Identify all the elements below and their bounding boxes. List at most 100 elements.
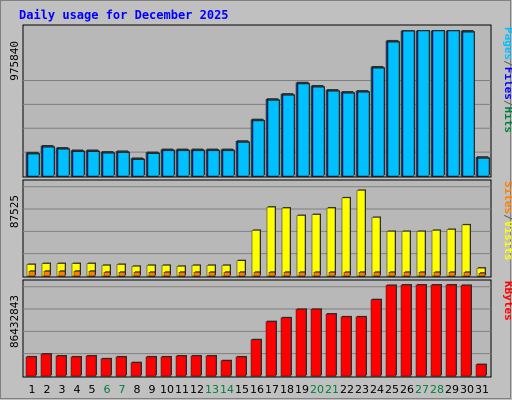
- visits-bar-sites-1: [28, 271, 36, 277]
- kbytes-bar-kbytes-30: [460, 285, 472, 377]
- kbytes-bar-kbytes-5: [85, 355, 97, 377]
- hits-bar-pages-6: [102, 153, 115, 177]
- hits-bar-pages-4: [72, 151, 85, 177]
- kbytes-bar-kbytes-18: [280, 317, 292, 377]
- visits-bar-sites-11: [178, 272, 186, 277]
- visits-bar-sites-21: [328, 272, 336, 277]
- day-label-2: 2: [44, 383, 51, 396]
- day-label-31: 31: [475, 383, 489, 396]
- day-label-22: 22: [340, 383, 354, 396]
- visits-bar-visits-24: [371, 217, 381, 277]
- visits-bar-visits-25: [386, 231, 396, 277]
- hits-bar-pages-19: [297, 83, 310, 177]
- kbytes-bar-kbytes-12: [190, 355, 202, 377]
- visits-bar-sites-19: [298, 272, 306, 277]
- visits-bar-sites-15: [238, 272, 246, 277]
- day-label-10: 10: [160, 383, 174, 396]
- visits-bar-sites-8: [133, 272, 141, 277]
- visits-bar-sites-27: [418, 272, 426, 277]
- kbytes-bar-kbytes-21: [325, 313, 337, 377]
- visits-bar-sites-23: [358, 272, 366, 277]
- day-label-9: 9: [149, 383, 156, 396]
- visits-bar-sites-31: [478, 272, 486, 277]
- hits-bar-pages-25: [387, 41, 400, 177]
- day-label-11: 11: [175, 383, 189, 396]
- hits-bar-pages-13: [207, 150, 220, 177]
- visits-bar-sites-16: [253, 272, 261, 277]
- visits-bar-sites-5: [88, 271, 96, 277]
- visits-bar-visits-20: [311, 214, 321, 277]
- day-label-28: 28: [430, 383, 444, 396]
- visits-bar-sites-2: [43, 271, 51, 277]
- hits-bar-pages-26: [402, 31, 415, 177]
- kbytes-bar-kbytes-31: [475, 364, 487, 377]
- hits-bar-pages-16: [252, 120, 265, 177]
- day-label-15: 15: [235, 383, 249, 396]
- day-label-1: 1: [29, 383, 36, 396]
- visits-bar-visits-19: [296, 215, 306, 277]
- visits-bar-visits-27: [416, 231, 426, 277]
- kbytes-bar-kbytes-15: [235, 356, 247, 377]
- hits-legend-0: Pages: [502, 27, 512, 60]
- hits-bar-pages-28: [432, 30, 445, 177]
- hits-bar-pages-10: [162, 150, 175, 177]
- hits-bar-pages-3: [57, 149, 70, 177]
- kbytes-bar-kbytes-29: [445, 284, 457, 377]
- day-label-19: 19: [295, 383, 309, 396]
- visits-bar-sites-30: [463, 272, 471, 277]
- kbytes-bar-kbytes-9: [145, 356, 157, 377]
- hits-bar-pages-20: [312, 86, 325, 177]
- day-label-27: 27: [415, 383, 429, 396]
- kbytes-bar-kbytes-28: [430, 284, 442, 377]
- visits-bar-sites-6: [103, 272, 111, 277]
- hits-bar-pages-31: [477, 158, 490, 177]
- kbytes-bar-kbytes-6: [100, 358, 112, 377]
- hits-bar-pages-15: [237, 142, 250, 177]
- visits-bar-visits-18: [281, 207, 291, 277]
- day-label-20: 20: [310, 383, 324, 396]
- hits-legend: Pages/Files/Hits: [502, 27, 512, 133]
- kbytes-bar-kbytes-27: [415, 284, 427, 377]
- visits-legend: Sites/Visits: [502, 181, 512, 261]
- kbytes-bar-kbytes-7: [115, 356, 127, 377]
- day-label-8: 8: [134, 383, 141, 396]
- hits-bar-pages-9: [147, 153, 160, 177]
- visits-bar-sites-4: [73, 271, 81, 277]
- day-label-18: 18: [280, 383, 294, 396]
- day-label-3: 3: [59, 383, 66, 396]
- day-label-25: 25: [385, 383, 399, 396]
- visits-bar-sites-7: [118, 272, 126, 277]
- panel-visits: [22, 179, 492, 278]
- visits-bar-sites-29: [448, 272, 456, 277]
- kbytes-bar-kbytes-13: [205, 355, 217, 377]
- kbytes-ymax-label: 86432843: [8, 295, 21, 348]
- hits-bar-pages-5: [87, 151, 100, 177]
- hits-bar-pages-12: [192, 150, 205, 177]
- visits-legend-1: /: [502, 214, 512, 221]
- hits-bar-pages-14: [222, 150, 235, 177]
- hits-bar-pages-8: [132, 159, 145, 177]
- visits-ymax-label: 87525: [8, 195, 21, 228]
- visits-bar-visits-17: [266, 206, 276, 277]
- kbytes-bar-kbytes-17: [265, 321, 277, 377]
- day-label-21: 21: [325, 383, 339, 396]
- visits-bar-sites-14: [223, 272, 231, 277]
- hits-legend-1: /: [502, 60, 512, 67]
- hits-bar-pages-17: [267, 100, 280, 177]
- kbytes-bar-kbytes-1: [25, 356, 37, 377]
- hits-bar-pages-21: [327, 91, 340, 177]
- hits-bar-pages-27: [417, 30, 430, 177]
- visits-bar-sites-22: [343, 272, 351, 277]
- hits-bar-pages-24: [372, 67, 385, 177]
- visits-bar-sites-24: [373, 272, 381, 277]
- day-label-30: 30: [460, 383, 474, 396]
- day-label-26: 26: [400, 383, 414, 396]
- visits-bar-sites-18: [283, 272, 291, 277]
- kbytes-bar-kbytes-14: [220, 360, 232, 377]
- visits-bar-sites-20: [313, 272, 321, 277]
- day-label-7: 7: [119, 383, 126, 396]
- kbytes-bar-kbytes-20: [310, 309, 322, 377]
- hits-bar-pages-18: [282, 95, 295, 177]
- hits-bar-pages-23: [357, 92, 370, 177]
